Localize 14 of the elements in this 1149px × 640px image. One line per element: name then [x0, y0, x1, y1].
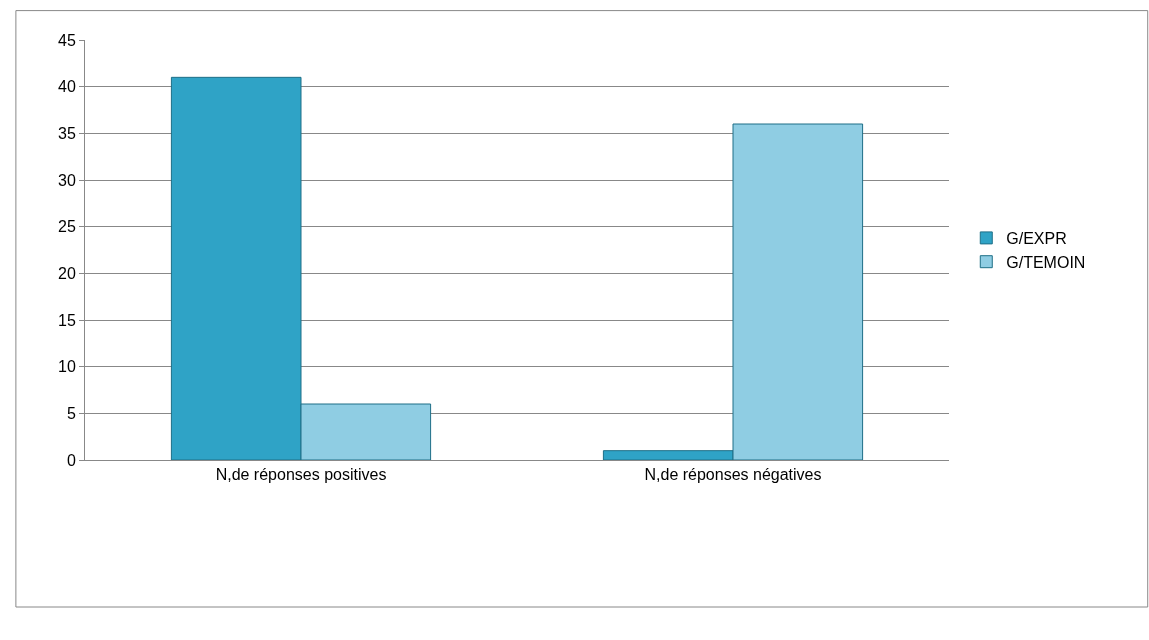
y-tick-label: 45 — [58, 31, 76, 49]
y-tick-label: 5 — [66, 404, 76, 422]
y-tick-label: 25 — [58, 218, 76, 236]
legend-label: G/EXPR — [1006, 230, 1067, 248]
y-tick-label: 10 — [58, 358, 76, 376]
x-tick-label: N,de réponses négatives — [644, 466, 822, 484]
y-tick-label: 15 — [58, 311, 76, 329]
y-tick-label: 35 — [58, 124, 76, 142]
y-tick-label: 20 — [58, 264, 76, 282]
y-tick-label: 40 — [58, 78, 76, 96]
y-tick-label: 30 — [58, 171, 76, 189]
y-tick-label: 0 — [66, 451, 76, 469]
legend-label: G/TEMOIN — [1006, 253, 1086, 271]
x-tick-label: N,de réponses positives — [215, 466, 387, 484]
